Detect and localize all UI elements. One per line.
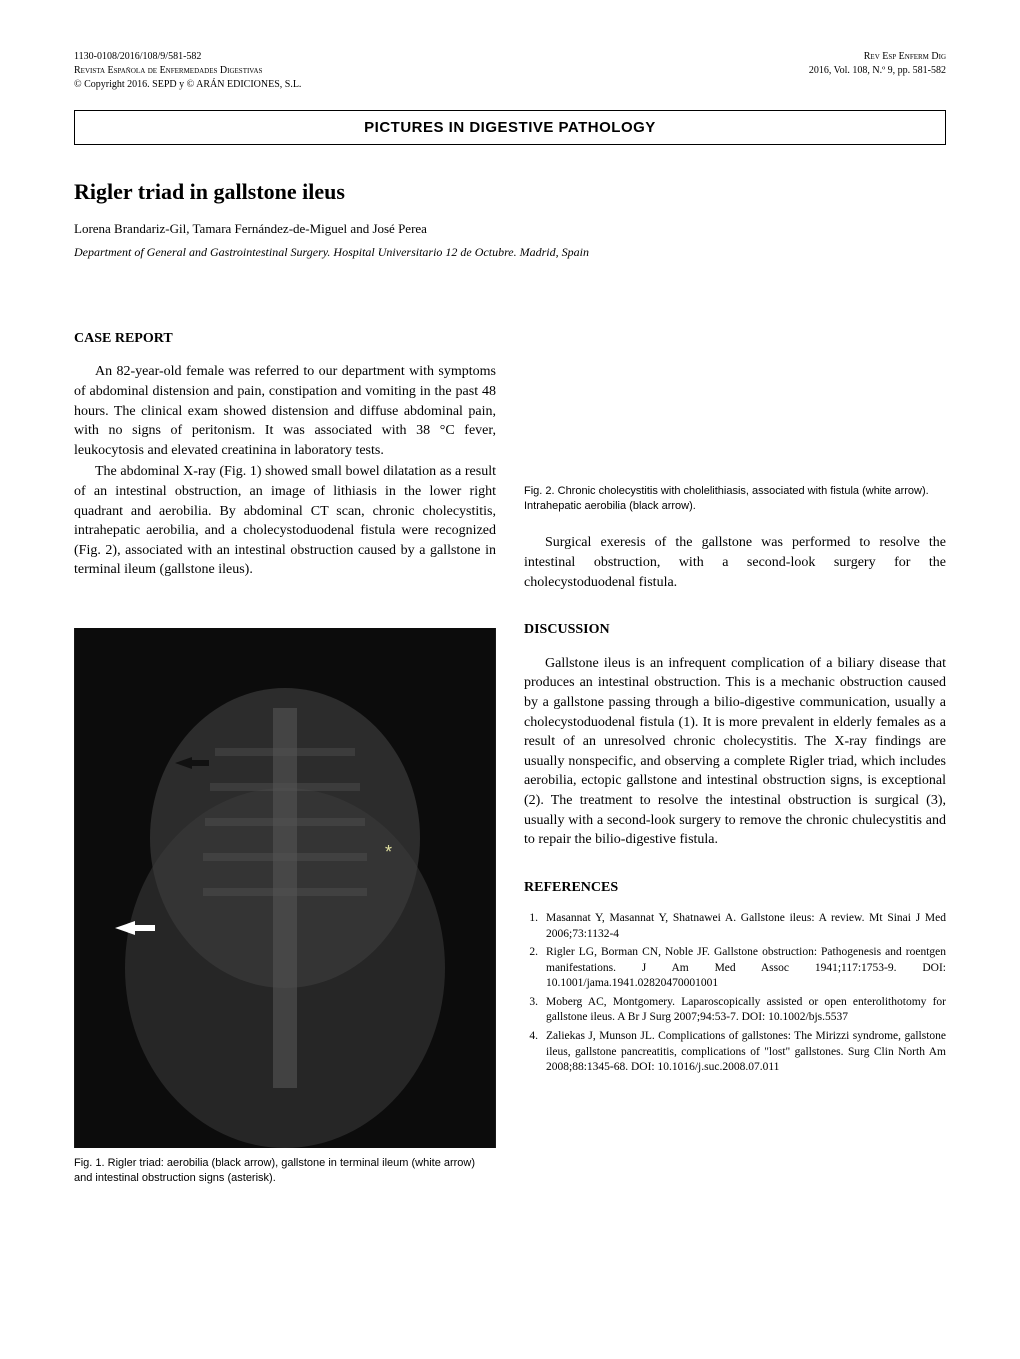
two-column-layout: CASE REPORT An 82-year-old female was re… <box>74 321 946 1206</box>
journal-name: Revista Española de Enfermedades Digesti… <box>74 64 301 78</box>
xray-placeholder-svg: * <box>74 628 496 1148</box>
reference-item: 3. Moberg AC, Montgomery. Laparoscopical… <box>524 995 946 1026</box>
figure-1-image: * <box>74 628 496 1148</box>
reference-item: 1. Masannat Y, Masannat Y, Shatnawei A. … <box>524 911 946 942</box>
references-list: 1. Masannat Y, Masannat Y, Shatnawei A. … <box>524 911 946 1075</box>
header-right: Rev Esp Enferm Dig 2016, Vol. 108, N.º 9… <box>809 50 946 92</box>
left-column: CASE REPORT An 82-year-old female was re… <box>74 321 496 1206</box>
article-title: Rigler triad in gallstone ileus <box>74 177 946 208</box>
figure-2: Fig. 2. Chronic cholecystitis with chole… <box>524 321 946 514</box>
figure-2-image <box>524 321 946 476</box>
figure-2-caption: Fig. 2. Chronic cholecystitis with chole… <box>524 484 946 514</box>
reference-number: 1. <box>524 911 546 942</box>
journal-abbrev: Rev Esp Enferm Dig <box>809 50 946 64</box>
volume-issue-line: 2016, Vol. 108, N.º 9, pp. 581-582 <box>809 64 946 78</box>
reference-text: Masannat Y, Masannat Y, Shatnawei A. Gal… <box>546 911 946 942</box>
reference-text: Rigler LG, Borman CN, Noble JF. Gallston… <box>546 945 946 992</box>
figure-1: * Fig. 1. Rigler triad: aerobilia (black… <box>74 628 496 1186</box>
reference-number: 2. <box>524 945 546 992</box>
right-column: Fig. 2. Chronic cholecystitis with chole… <box>524 321 946 1206</box>
discussion-p1: Gallstone ileus is an infrequent complic… <box>524 654 946 850</box>
reference-text: Zaliekas J, Munson JL. Complications of … <box>546 1029 946 1076</box>
case-report-p2: The abdominal X-ray (Fig. 1) showed smal… <box>74 462 496 580</box>
header-left: 1130-0108/2016/108/9/581-582 Revista Esp… <box>74 50 301 92</box>
reference-number: 3. <box>524 995 546 1026</box>
affiliation-line: Department of General and Gastrointestin… <box>74 244 946 261</box>
section-banner: PICTURES IN DIGESTIVE PATHOLOGY <box>74 110 946 145</box>
case-report-p1: An 82-year-old female was referred to ou… <box>74 362 496 460</box>
reference-item: 2. Rigler LG, Borman CN, Noble JF. Galls… <box>524 945 946 992</box>
reference-item: 4. Zaliekas J, Munson JL. Complications … <box>524 1029 946 1076</box>
case-report-heading: CASE REPORT <box>74 329 496 349</box>
case-report-p3: Surgical exeresis of the gallstone was p… <box>524 533 946 592</box>
copyright-line: © Copyright 2016. SEPD y © ARÁN EDICIONE… <box>74 78 301 92</box>
reference-text: Moberg AC, Montgomery. Laparoscopically … <box>546 995 946 1026</box>
figure-1-caption: Fig. 1. Rigler triad: aerobilia (black a… <box>74 1156 496 1186</box>
reference-number: 4. <box>524 1029 546 1076</box>
journal-header: 1130-0108/2016/108/9/581-582 Revista Esp… <box>74 50 946 92</box>
header-id-line: 1130-0108/2016/108/9/581-582 <box>74 50 301 64</box>
authors-line: Lorena Brandariz-Gil, Tamara Fernández-d… <box>74 220 946 238</box>
references-heading: REFERENCES <box>524 878 946 898</box>
svg-text:*: * <box>385 842 392 862</box>
discussion-heading: DISCUSSION <box>524 620 946 640</box>
